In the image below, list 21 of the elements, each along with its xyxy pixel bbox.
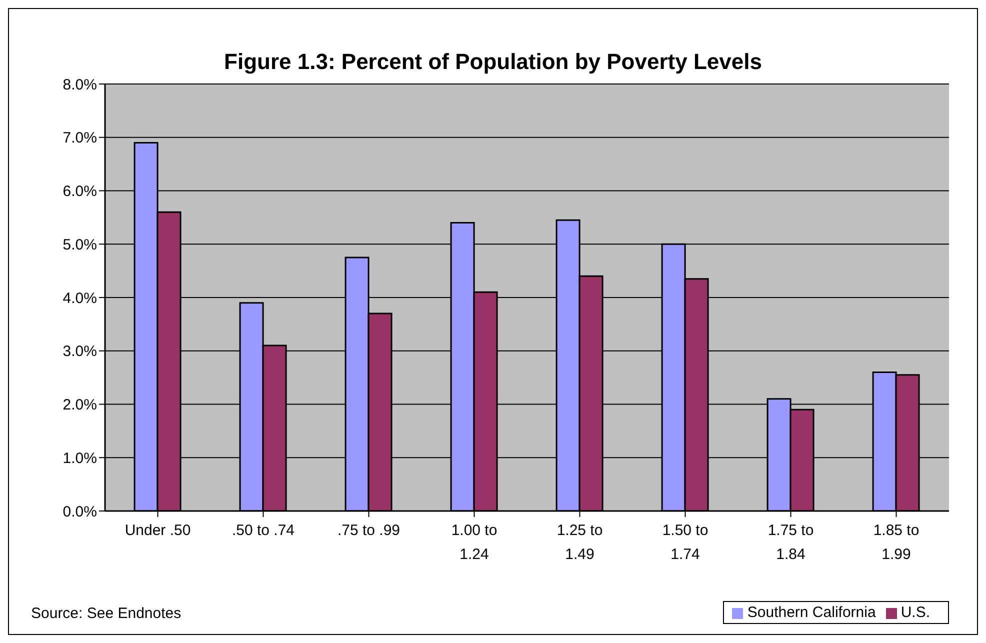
y-tick-label: 1.0% (62, 450, 97, 467)
y-tick-label: 6.0% (62, 183, 97, 200)
x-tick-label: 1.50 to 1.74 (662, 522, 708, 563)
x-tick-label: .75 to .99 (337, 522, 400, 539)
x-tick-label: 1.85 to 1.99 (873, 522, 920, 563)
source-note: Source: See Endnotes (31, 605, 182, 622)
chart-title: Figure 1.3: Percent of Population by Poverty Levels (223, 49, 763, 75)
y-tick-label: 2.0% (62, 396, 97, 414)
x-tick-label: 1.75 to 1.84 (768, 522, 814, 563)
y-tick-label: 3.0% (62, 343, 97, 360)
y-tick-label: 8.0% (62, 76, 97, 94)
y-tick-label: 5.0% (62, 236, 97, 254)
y-tick-label: 0.0% (62, 503, 97, 520)
y-tick-label: 4.0% (62, 290, 97, 307)
x-tick-label: .50 to .74 (232, 522, 295, 539)
legend-label: Southern California (747, 604, 876, 621)
y-tick-label: 7.0% (62, 130, 97, 147)
x-tick-label: 1.00 to 1.24 (451, 522, 498, 563)
x-tick-label: Under .50 (124, 522, 191, 539)
x-tick-label: 1.25 to 1.49 (556, 522, 603, 563)
legend-label: U.S. (900, 604, 930, 621)
